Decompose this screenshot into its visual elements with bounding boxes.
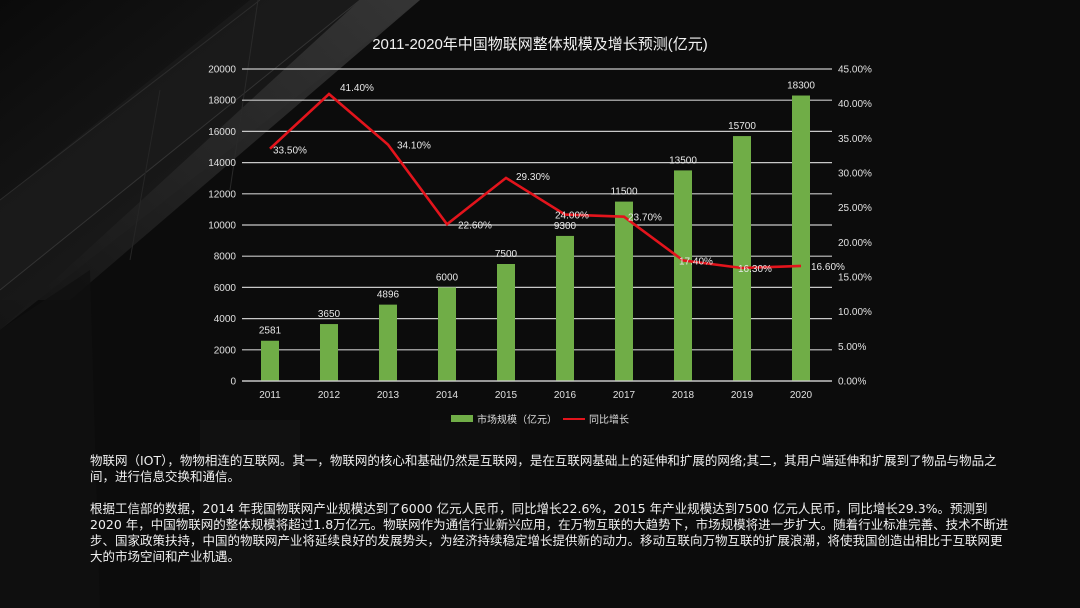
x-axis-tick-label: 2014 xyxy=(436,390,459,401)
x-axis-tick-label: 2015 xyxy=(495,390,518,401)
bar xyxy=(733,136,751,381)
bar xyxy=(674,170,692,381)
x-axis-tick-label: 2019 xyxy=(731,390,754,401)
legend-item-yoy-growth: 同比增长 xyxy=(563,411,629,426)
bar xyxy=(615,201,633,381)
growth-value-label: 24.00% xyxy=(555,211,589,222)
growth-value-label: 17.40% xyxy=(679,256,713,267)
growth-line xyxy=(269,92,802,270)
left-axis-tick-label: 4000 xyxy=(214,314,237,325)
legend-item-market-size: 市场规模（亿元） xyxy=(451,411,557,426)
bar xyxy=(497,264,515,381)
bar-value-label: 6000 xyxy=(436,272,459,283)
bar xyxy=(261,340,279,381)
x-axis-tick-label: 2017 xyxy=(613,390,636,401)
right-axis-tick-label: 35.00% xyxy=(838,134,872,145)
bar-data-labels: 2581 3650 4896 6000 7500 9300 11500 13500 15700 1… xyxy=(259,81,815,337)
x-axis-tick-label: 2018 xyxy=(672,390,695,401)
right-axis-tick-label: 10.00% xyxy=(838,307,872,318)
x-axis-ticks: 2011 2012 2013 2014 2015 2016 2017 2018 2019 2020 xyxy=(242,380,832,401)
paragraph-iot-definition: 物联网（IOT），物物相连的互联网。其一，物联网的核心和基础仍然是互联网，是在互… xyxy=(90,453,997,484)
bar-value-label: 18300 xyxy=(787,81,815,92)
right-axis-tick-label: 0.00% xyxy=(838,377,866,388)
left-axis-ticks: 0 2000 4000 6000 8000 10000 12000 14000 16000 180… xyxy=(208,65,236,388)
chart-legend: 市场规模（亿元） 同比增长 xyxy=(0,411,1080,426)
bar-series-market-size xyxy=(261,95,810,382)
left-axis-tick-label: 8000 xyxy=(214,252,237,263)
growth-value-label: 16.60% xyxy=(811,262,845,273)
legend-label-market-size: 市场规模（亿元） xyxy=(477,415,557,426)
left-axis-tick-label: 10000 xyxy=(208,221,236,232)
bar-value-label: 4896 xyxy=(377,290,400,301)
right-axis-tick-label: 25.00% xyxy=(838,203,872,214)
bar xyxy=(556,235,574,381)
paragraph-market-data: 根据工信部的数据，2014 年我国物联网产业规模达到了6000 亿元人民币，同比… xyxy=(90,501,1009,564)
x-axis-tick-label: 2013 xyxy=(377,390,400,401)
x-axis-tick-label: 2011 xyxy=(259,390,281,401)
line-data-labels: 33.50% 41.40% 34.10% 22.60% 29.30% 24.00% 23.7… xyxy=(273,83,845,275)
bar xyxy=(438,287,456,381)
growth-value-label: 29.30% xyxy=(516,172,550,183)
green-bar-swatch-icon xyxy=(451,415,473,422)
bar-value-label: 13500 xyxy=(669,155,697,166)
bar-value-label: 11500 xyxy=(610,187,638,198)
right-axis-tick-label: 20.00% xyxy=(838,238,872,249)
right-axis-tick-label: 40.00% xyxy=(838,99,872,110)
chart-plot: 0 2000 4000 6000 8000 10000 12000 14000 16000 180… xyxy=(208,65,872,402)
bar-value-label: 2581 xyxy=(259,326,282,337)
bar-value-label: 7500 xyxy=(495,249,518,260)
bar-value-label: 3650 xyxy=(318,309,341,320)
x-axis-tick-label: 2016 xyxy=(554,390,577,401)
bar-value-label: 15700 xyxy=(728,121,756,132)
right-axis-ticks: 0.00% 5.00% 10.00% 15.00% 20.00% 25.00% 30.00%… xyxy=(838,65,872,388)
x-axis-tick-label: 2012 xyxy=(318,390,341,401)
left-axis-tick-label: 20000 xyxy=(208,65,236,76)
left-axis-tick-label: 2000 xyxy=(214,345,237,356)
bar-value-label: 9300 xyxy=(554,221,577,232)
right-axis-tick-label: 15.00% xyxy=(838,273,872,284)
combo-chart: 2011-2020年中国物联网整体规模及增长预测(亿元) 0 2000 4000 60… xyxy=(0,36,1080,426)
bar xyxy=(792,95,810,382)
right-axis-tick-label: 45.00% xyxy=(838,65,872,76)
growth-value-label: 16.30% xyxy=(738,264,772,275)
growth-value-label: 33.50% xyxy=(273,146,307,157)
left-axis-tick-label: 14000 xyxy=(208,158,236,169)
right-axis-tick-label: 5.00% xyxy=(838,342,866,353)
left-axis-tick-label: 12000 xyxy=(208,189,236,200)
bar xyxy=(379,304,397,381)
growth-value-label: 23.70% xyxy=(628,213,662,224)
growth-value-label: 41.40% xyxy=(340,83,374,94)
right-axis-tick-label: 30.00% xyxy=(838,169,872,180)
growth-value-label: 34.10% xyxy=(397,141,431,152)
growth-value-label: 22.60% xyxy=(458,220,492,231)
red-line-swatch-icon xyxy=(563,417,585,420)
left-axis-tick-label: 0 xyxy=(230,377,236,388)
legend-label-yoy-growth: 同比增长 xyxy=(589,415,629,426)
bar xyxy=(320,324,338,381)
line-series-yoy-growth xyxy=(269,92,802,270)
x-axis-tick-label: 2020 xyxy=(790,390,813,401)
chart-title: 2011-2020年中国物联网整体规模及增长预测(亿元) xyxy=(372,36,708,53)
left-axis-tick-label: 6000 xyxy=(214,283,237,294)
left-axis-tick-label: 18000 xyxy=(208,96,236,107)
left-axis-tick-label: 16000 xyxy=(208,127,236,138)
